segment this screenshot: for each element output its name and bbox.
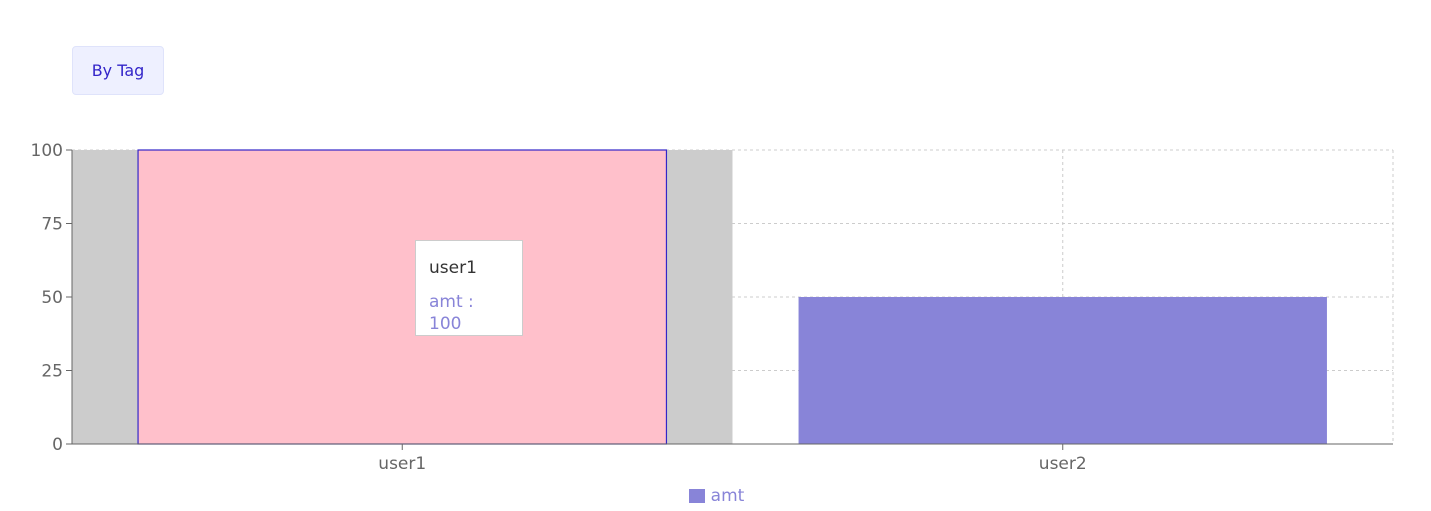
y-tick-label: 0 <box>52 435 63 455</box>
legend-swatch-icon <box>688 489 705 503</box>
tooltip-separator: : <box>462 292 474 312</box>
tooltip-label: user1 <box>429 258 477 278</box>
chart-axes: 0 25 50 75 100 user1 user2 <box>31 141 1393 474</box>
bar-user1 <box>137 149 668 445</box>
chart-tooltip: user1 amt : 100 <box>415 240 523 336</box>
y-tick-label: 25 <box>41 362 63 382</box>
x-tick-label-user2: user2 <box>1039 454 1087 474</box>
by-tag-button[interactable]: By Tag <box>72 46 164 95</box>
y-tick-label: 50 <box>41 288 63 308</box>
tooltip-item: amt : 100 <box>429 291 510 335</box>
y-tick-label: 75 <box>41 215 63 235</box>
x-tick-label-user1: user1 <box>378 454 426 474</box>
legend-item-amt[interactable]: amt <box>687 486 745 506</box>
chart-legend: amt <box>0 486 1431 506</box>
y-tick-label: 100 <box>31 141 63 161</box>
tooltip-item-value: 100 <box>429 314 462 334</box>
bar-user2 <box>798 297 1327 444</box>
legend-label: amt <box>710 486 745 506</box>
tooltip-item-name: amt <box>429 292 463 312</box>
bar-series <box>137 149 1327 445</box>
